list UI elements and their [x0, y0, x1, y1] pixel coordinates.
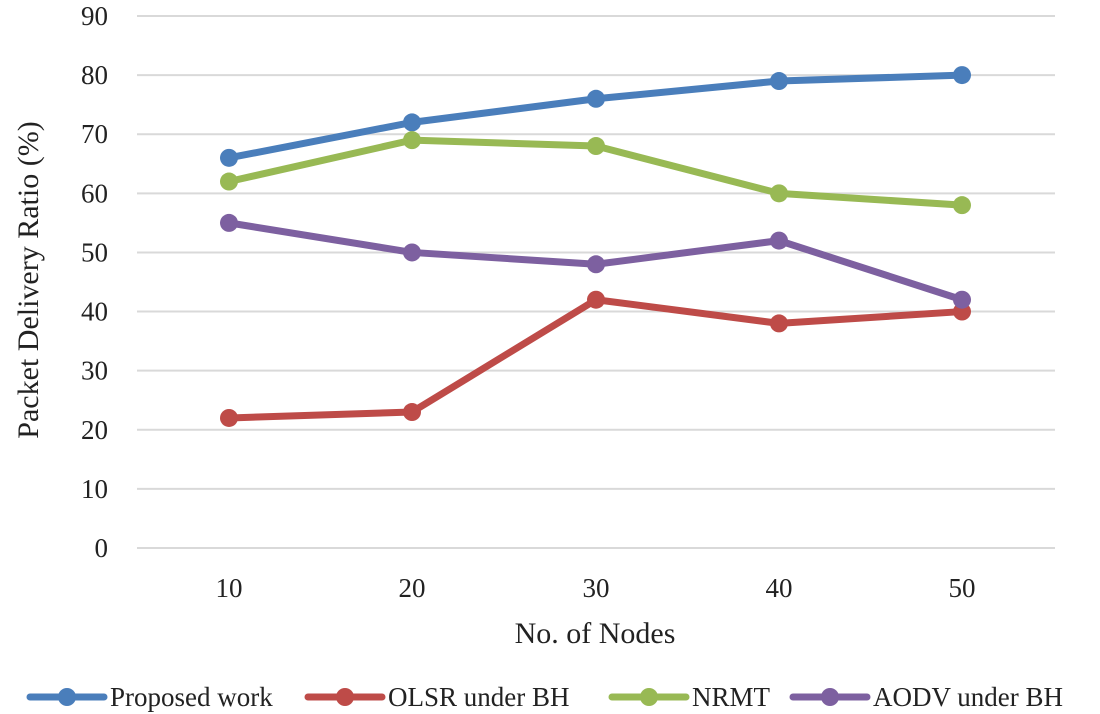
legend-item-proposed-work: Proposed work — [26, 682, 273, 712]
legend-swatch-marker — [58, 688, 76, 706]
data-point-aodv-under-bh-50 — [953, 290, 971, 309]
legend-label: AODV under BH — [873, 682, 1063, 712]
data-point-proposed-work-50 — [953, 66, 971, 85]
series-nrmt — [220, 131, 971, 215]
legend-swatch-marker — [640, 688, 658, 706]
data-point-nrmt-40 — [770, 184, 788, 203]
x-tick-label: 30 — [583, 573, 610, 603]
series-olsr-under-bh — [220, 290, 971, 427]
y-tick-label: 80 — [81, 60, 108, 90]
legend-swatch-marker — [336, 688, 354, 706]
legend-item-aodv-under-bh: AODV under BH — [789, 682, 1063, 712]
x-tick-label: 40 — [766, 573, 793, 603]
y-tick-label: 10 — [81, 474, 108, 504]
legend-label: NRMT — [692, 682, 771, 712]
data-point-olsr-under-bh-20 — [403, 403, 421, 422]
y-axis-ticks: 0 10 20 30 40 50 60 70 80 90 — [81, 1, 108, 563]
data-point-nrmt-50 — [953, 196, 971, 215]
legend-swatch-marker — [821, 688, 839, 706]
y-tick-label: 30 — [81, 356, 108, 386]
data-point-nrmt-30 — [587, 137, 605, 156]
data-point-proposed-work-10 — [220, 148, 238, 167]
x-axis-title: No. of Nodes — [515, 617, 676, 650]
legend-item-olsr-under-bh: OLSR under BH — [304, 682, 570, 712]
data-point-olsr-under-bh-10 — [220, 408, 238, 427]
y-tick-label: 60 — [81, 178, 108, 208]
y-tick-label: 20 — [81, 415, 108, 445]
y-tick-label: 0 — [95, 533, 109, 563]
data-point-proposed-work-40 — [770, 72, 788, 91]
data-point-aodv-under-bh-40 — [770, 231, 788, 250]
data-point-nrmt-10 — [220, 172, 238, 191]
series-group — [220, 66, 971, 427]
series-aodv-under-bh — [220, 213, 971, 309]
data-point-proposed-work-30 — [587, 89, 605, 108]
y-tick-label: 90 — [81, 1, 108, 31]
x-tick-label: 50 — [949, 573, 976, 603]
gridlines — [137, 15, 1055, 549]
legend: Proposed work OLSR under BH NRMT AODV under… — [26, 682, 1063, 712]
series-proposed-work — [220, 66, 971, 167]
y-tick-label: 40 — [81, 297, 108, 327]
data-point-aodv-under-bh-20 — [403, 243, 421, 262]
data-point-proposed-work-20 — [403, 113, 421, 132]
legend-label: Proposed work — [110, 682, 273, 712]
data-point-aodv-under-bh-10 — [220, 213, 238, 232]
data-point-olsr-under-bh-30 — [587, 290, 605, 309]
y-tick-label: 70 — [81, 119, 108, 149]
x-tick-label: 20 — [399, 573, 426, 603]
series-line-olsr-under-bh — [225, 296, 966, 422]
data-point-nrmt-20 — [403, 131, 421, 150]
y-tick-label: 50 — [81, 237, 108, 267]
data-point-olsr-under-bh-40 — [770, 314, 788, 333]
x-tick-label: 10 — [216, 573, 243, 603]
legend-label: OLSR under BH — [388, 682, 570, 712]
x-axis-ticks: 10 20 30 40 50 — [216, 573, 976, 603]
y-axis-title: Packet Delivery Ratio (%) — [12, 121, 45, 438]
data-point-aodv-under-bh-30 — [587, 255, 605, 274]
legend-item-nrmt: NRMT — [608, 682, 771, 712]
